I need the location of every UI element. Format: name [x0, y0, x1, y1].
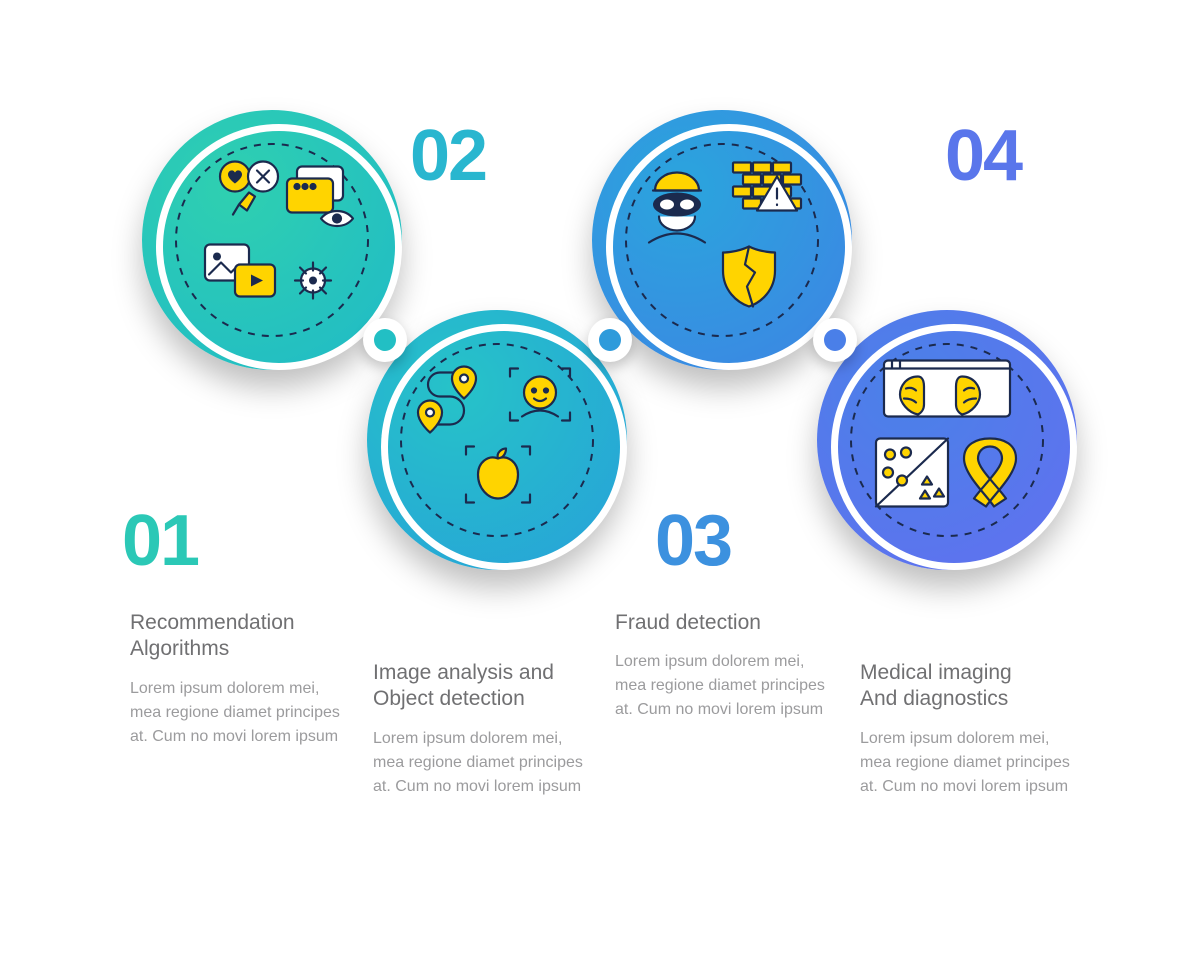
- step-number-1: 01: [122, 500, 198, 582]
- step-title: Medical imagingAnd diagnostics: [860, 660, 1080, 713]
- connector-3: [813, 318, 857, 362]
- medical-icon: [862, 353, 1032, 528]
- fraud-icon: [637, 153, 807, 328]
- infographic-stage: 01 RecommendationAlgorithms Lorem ipsum do…: [0, 0, 1197, 980]
- medallion-4: [817, 310, 1077, 570]
- medallion-2: [367, 310, 627, 570]
- step-number-3: 03: [655, 500, 731, 582]
- step-title: Fraud detection: [615, 610, 835, 636]
- step-title: RecommendationAlgorithms: [130, 610, 350, 663]
- medallion-3: [592, 110, 852, 370]
- step-text-4: Medical imagingAnd diagnostics Lorem ipsu…: [860, 660, 1080, 799]
- recommendation-icon: [187, 153, 357, 328]
- step-title: Image analysis andObject detection: [373, 660, 593, 713]
- step-body: Lorem ipsum dolorem mei, mea regione dia…: [615, 650, 835, 722]
- medallion-1: [142, 110, 402, 370]
- step-body: Lorem ipsum dolorem mei, mea regione dia…: [130, 677, 350, 749]
- step-text-2: Image analysis andObject detection Lorem …: [373, 660, 593, 799]
- connector-2: [588, 318, 632, 362]
- step-body: Lorem ipsum dolorem mei, mea regione dia…: [860, 727, 1080, 799]
- image-analysis-icon: [412, 353, 582, 528]
- step-text-1: RecommendationAlgorithms Lorem ipsum dolo…: [130, 610, 350, 749]
- connector-1: [363, 318, 407, 362]
- step-body: Lorem ipsum dolorem mei, mea regione dia…: [373, 727, 593, 799]
- step-text-3: Fraud detection Lorem ipsum dolorem mei, …: [615, 610, 835, 722]
- step-number-2: 02: [410, 115, 486, 197]
- step-number-4: 04: [945, 115, 1021, 197]
